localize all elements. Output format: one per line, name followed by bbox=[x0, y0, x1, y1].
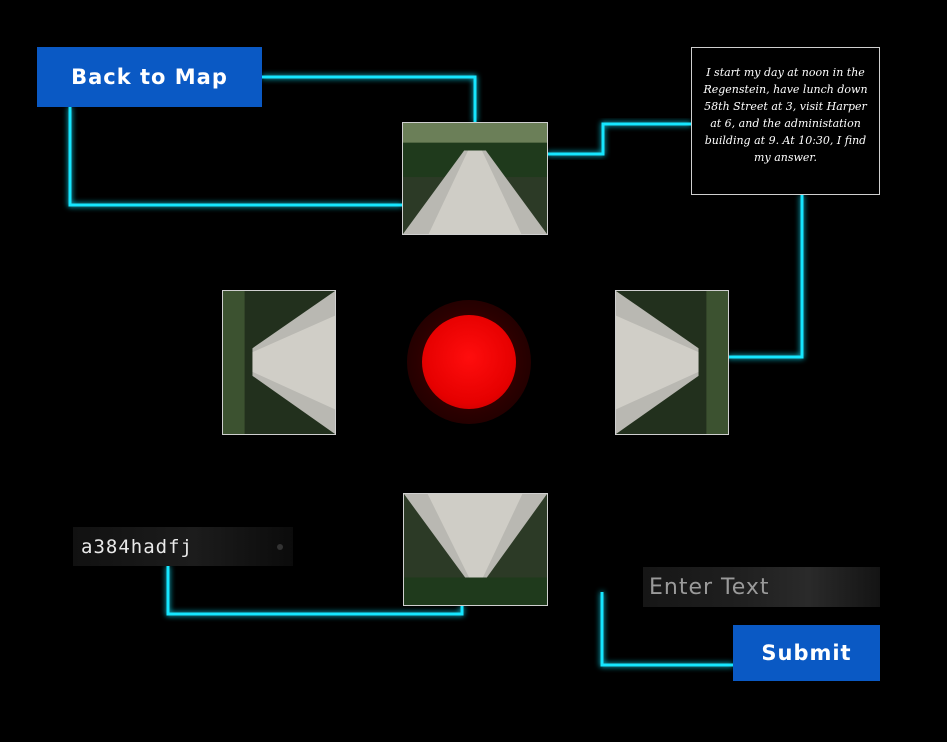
north-path-photo[interactable] bbox=[402, 122, 548, 235]
south-path-photo[interactable] bbox=[403, 493, 548, 606]
east-path-photo[interactable] bbox=[615, 290, 729, 435]
dot-icon bbox=[277, 544, 283, 550]
code-display: a384hadfj bbox=[73, 527, 293, 566]
submit-button[interactable]: Submit bbox=[733, 625, 880, 681]
answer-input[interactable] bbox=[643, 567, 880, 607]
west-path-photo[interactable] bbox=[222, 290, 336, 435]
back-to-map-button[interactable]: Back to Map bbox=[37, 47, 262, 107]
red-core-button[interactable] bbox=[407, 300, 531, 424]
riddle-text: I start my day at noon in the Regenstein… bbox=[691, 47, 880, 195]
core-light bbox=[422, 315, 516, 409]
code-text: a384hadfj bbox=[81, 535, 193, 558]
